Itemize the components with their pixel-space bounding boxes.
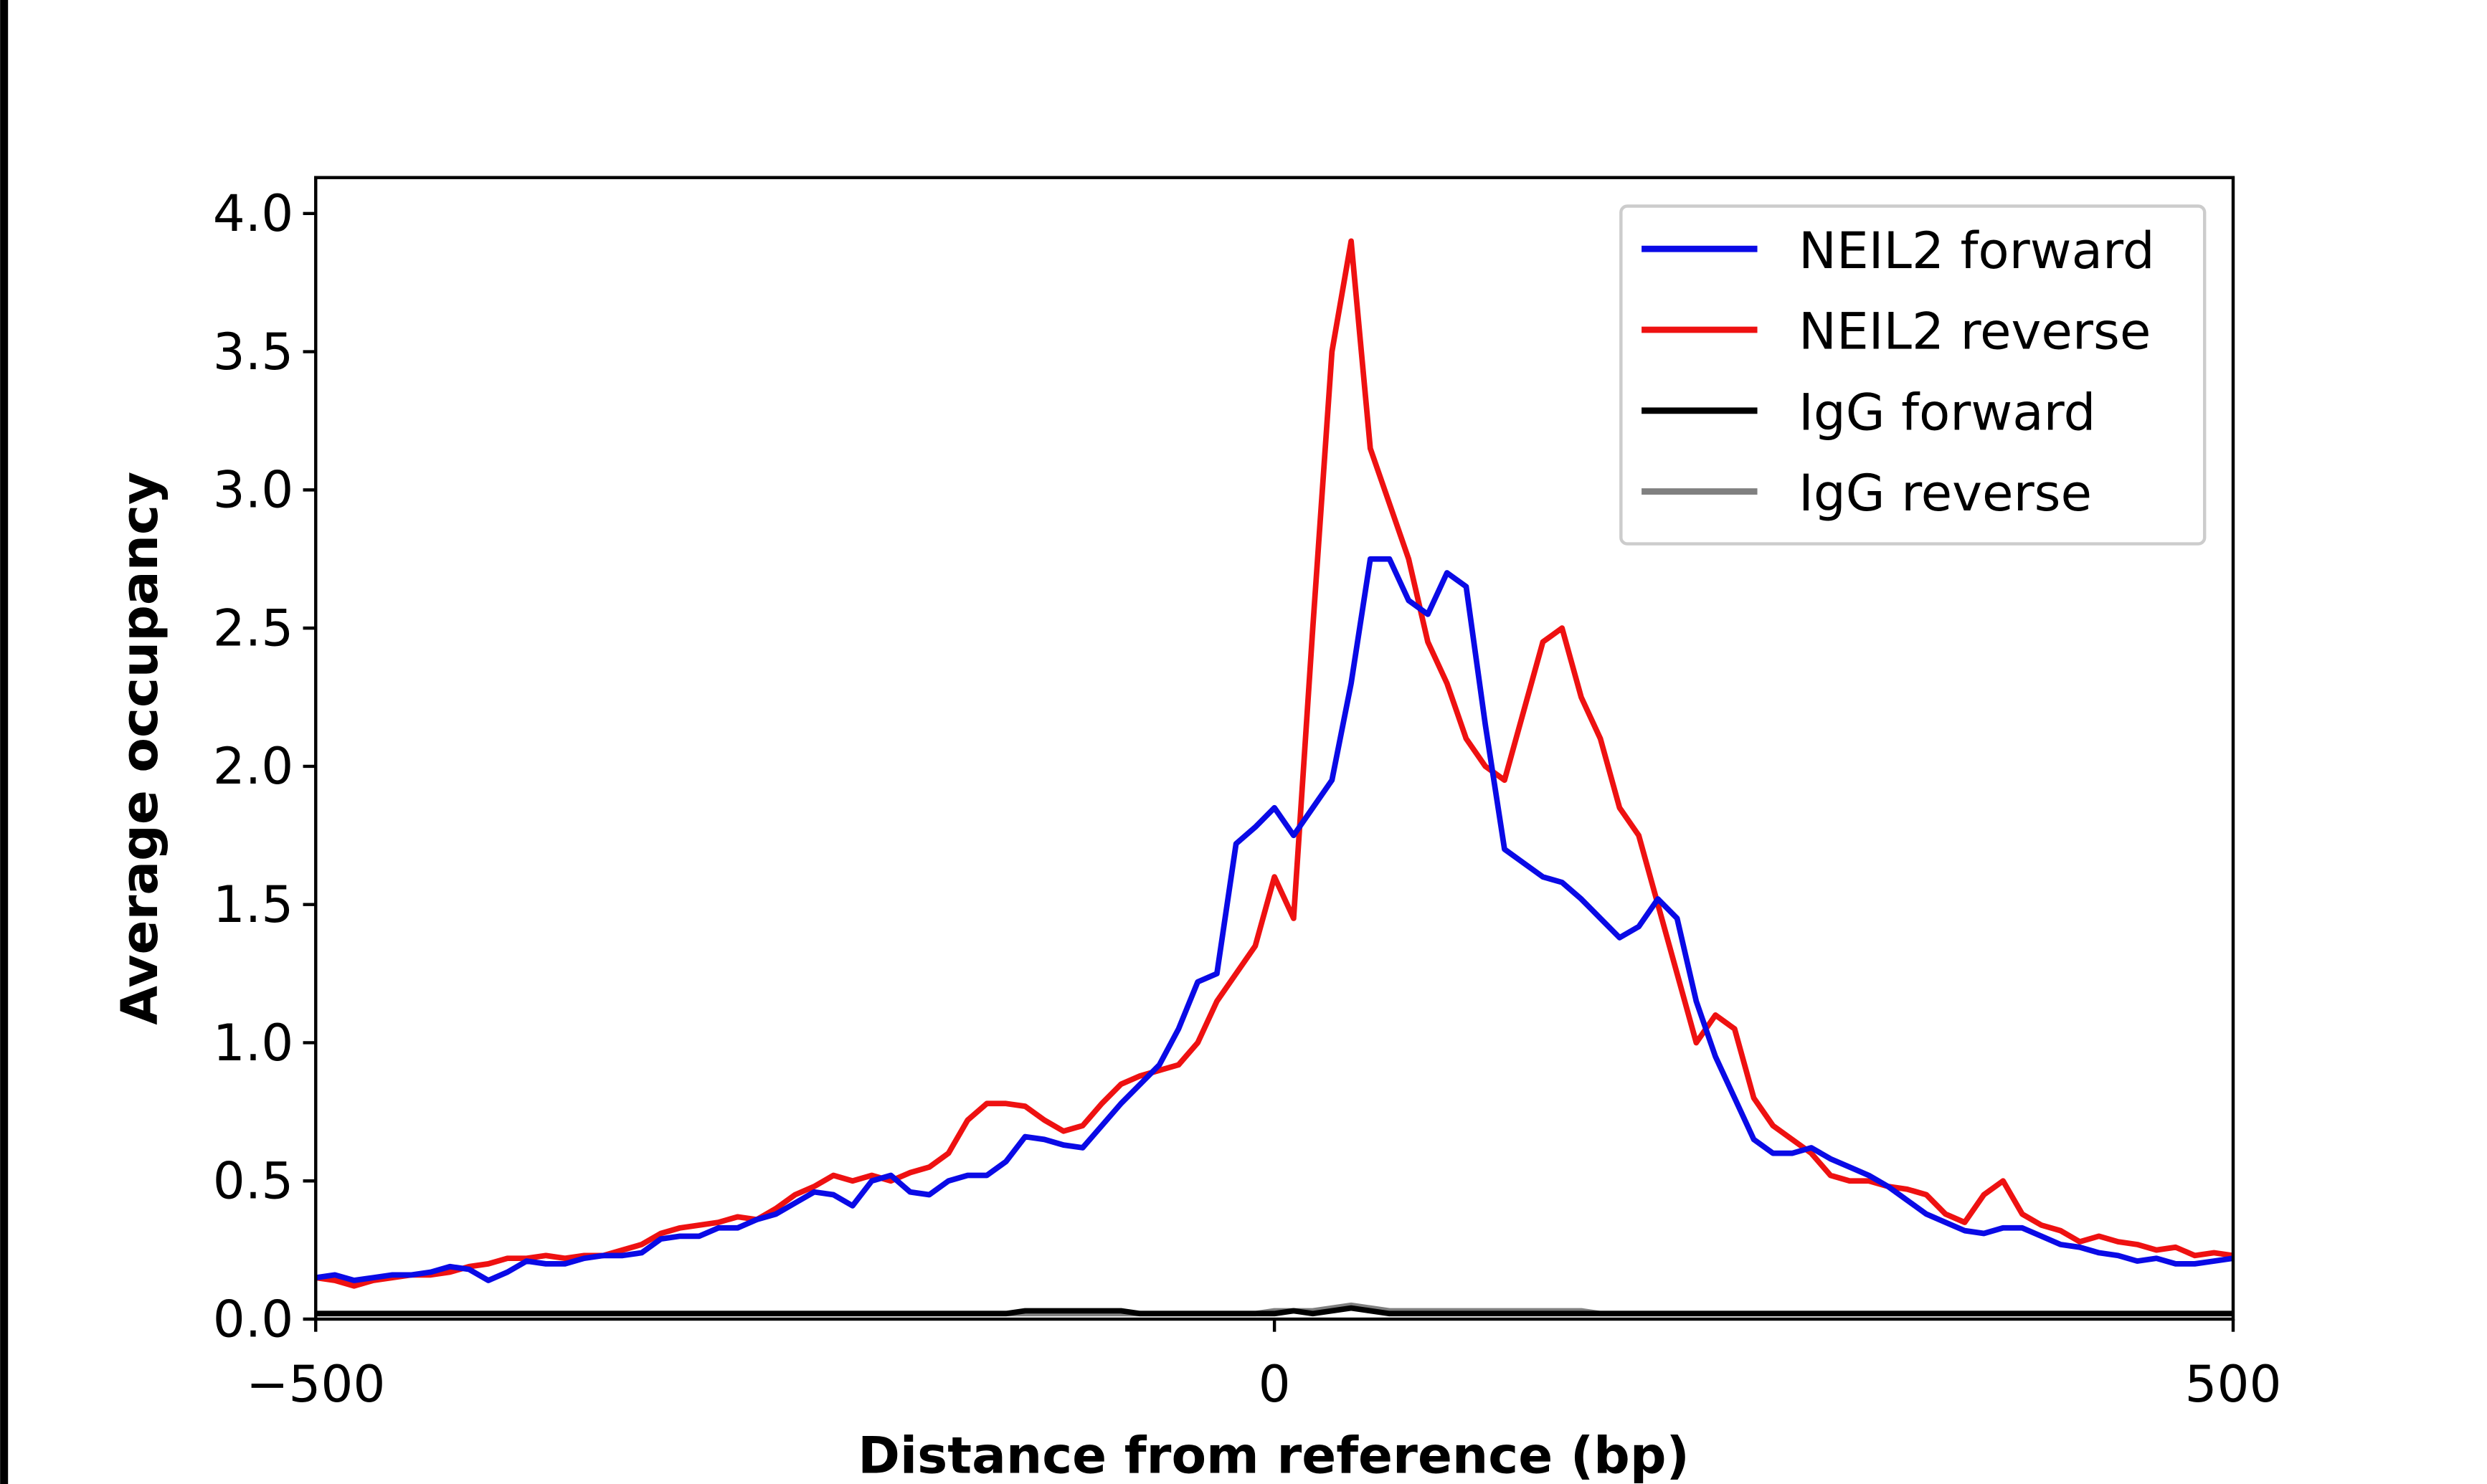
y-tick-label: 4.0 [213,184,294,243]
y-axis-label: Average occupancy [110,472,169,1025]
y-tick-label: 1.0 [213,1013,294,1072]
y-tick-label: 2.5 [213,598,294,657]
x-tick-label: −500 [246,1354,385,1414]
data-line [316,1305,2234,1317]
x-tick-label: 0 [1259,1354,1291,1414]
left-border [0,0,9,1484]
legend-box [1619,204,2207,546]
y-tick-label: 2.0 [213,736,294,796]
legend-label: IgG forward [1799,382,2095,442]
legend-label: NEIL2 forward [1799,221,2155,280]
y-tick-label: 1.5 [213,875,294,934]
legend-label: NEIL2 reverse [1799,302,2151,361]
y-tick-label: 3.5 [213,322,294,381]
y-tick-label: 3.0 [213,460,294,520]
data-line [315,556,2234,1283]
x-tick-label: 500 [2184,1354,2281,1414]
plot-frame [314,176,2235,1321]
x-axis-label: Distance from reference (bp) [858,1426,1690,1484]
legend-label: IgG reverse [1799,463,2092,523]
data-line [315,238,2234,1289]
y-tick-label: 0.0 [213,1289,294,1349]
y-tick-label: 0.5 [213,1151,294,1211]
